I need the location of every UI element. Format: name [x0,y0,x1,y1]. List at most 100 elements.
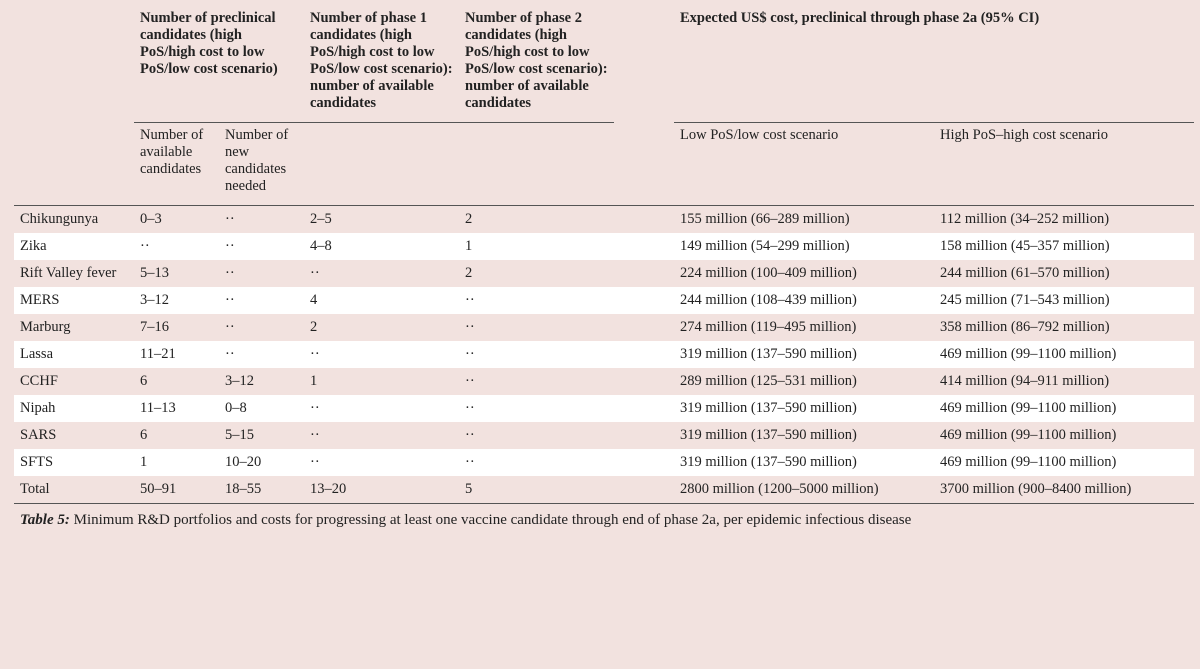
cell-phase1: ·· [304,260,459,287]
cell-new: 18–55 [219,476,304,504]
subheader-available: Number of available candidates [134,123,219,206]
table-container: Number of preclinical candidates (high P… [0,0,1200,543]
header-blank [14,10,134,122]
cell-available: 6 [134,422,219,449]
table-row: SARS65–15····319 million (137–590 millio… [14,422,1194,449]
cell-available: 5–13 [134,260,219,287]
cell-phase2: 2 [459,260,614,287]
cell-phase2: ·· [459,287,614,314]
cell-phase1: 2 [304,314,459,341]
disease-name: Chikungunya [14,206,134,234]
cell-phase1: ·· [304,449,459,476]
table-row: Rift Valley fever5–13····2224 million (1… [14,260,1194,287]
cell-phase2: ·· [459,449,614,476]
table-body: Chikungunya0–3··2–52155 million (66–289 … [14,206,1194,504]
cell-phase2: 2 [459,206,614,234]
cell-new: ·· [219,233,304,260]
cell-available: 50–91 [134,476,219,504]
cell-low-cost: 319 million (137–590 million) [674,449,934,476]
cell-new: ·· [219,314,304,341]
header-phase1: Number of phase 1 candidates (high PoS/h… [304,10,459,122]
cell-available: 11–13 [134,395,219,422]
cell-low-cost: 289 million (125–531 million) [674,368,934,395]
cell-phase1: 4–8 [304,233,459,260]
cell-new: 0–8 [219,395,304,422]
cell-available: 6 [134,368,219,395]
header-gap [614,10,674,122]
subheader-new: Number of new candidates needed [219,123,304,206]
cell-phase1: ·· [304,395,459,422]
cell-gap [614,233,674,260]
table-row: Total50–9118–5513–205 2800 million (1200–… [14,476,1194,504]
cell-low-cost: 2800 million (1200–5000 million) [674,476,934,504]
cell-phase2: ·· [459,395,614,422]
cell-high-cost: 244 million (61–570 million) [934,260,1194,287]
cell-low-cost: 319 million (137–590 million) [674,341,934,368]
table-row: MERS3–12··4··244 million (108–439 millio… [14,287,1194,314]
table-caption: Table 5: Minimum R&D portfolios and cost… [14,504,1186,543]
cell-high-cost: 358 million (86–792 million) [934,314,1194,341]
table-row: Chikungunya0–3··2–52155 million (66–289 … [14,206,1194,234]
cell-available: 7–16 [134,314,219,341]
cell-high-cost: 414 million (94–911 million) [934,368,1194,395]
cell-phase2: 5 [459,476,614,504]
disease-name: Zika [14,233,134,260]
cell-gap [614,422,674,449]
cell-phase1: 13–20 [304,476,459,504]
cell-low-cost: 224 million (100–409 million) [674,260,934,287]
cell-phase2: ·· [459,341,614,368]
cell-high-cost: 245 million (71–543 million) [934,287,1194,314]
cell-available: 11–21 [134,341,219,368]
disease-name: Nipah [14,395,134,422]
cell-available: 3–12 [134,287,219,314]
caption-text: Minimum R&D portfolios and costs for pro… [70,512,911,528]
cell-gap [614,206,674,234]
header-expected-cost: Expected US$ cost, preclinical through p… [674,10,1194,122]
table-row: Marburg7–16··2··274 million (119–495 mil… [14,314,1194,341]
cell-new: 3–12 [219,368,304,395]
header-phase2: Number of phase 2 candidates (high PoS/h… [459,10,614,122]
cell-new: 5–15 [219,422,304,449]
cell-phase1: 1 [304,368,459,395]
disease-name: Rift Valley fever [14,260,134,287]
cell-phase1: 4 [304,287,459,314]
cell-low-cost: 149 million (54–299 million) [674,233,934,260]
cell-high-cost: 469 million (99–1100 million) [934,395,1194,422]
disease-name: Lassa [14,341,134,368]
disease-name: CCHF [14,368,134,395]
cell-gap [614,341,674,368]
cell-new: ·· [219,341,304,368]
header-preclinical: Number of preclinical candidates (high P… [134,10,304,122]
disease-name: Total [14,476,134,504]
subheader-blank [14,123,134,206]
cell-gap [614,476,674,504]
cell-new: ·· [219,260,304,287]
table-row: Lassa11–21······319 million (137–590 mil… [14,341,1194,368]
subheader-low-scenario: Low PoS/low cost scenario [674,123,934,206]
cell-gap [614,395,674,422]
cell-available: 0–3 [134,206,219,234]
cell-low-cost: 274 million (119–495 million) [674,314,934,341]
cell-gap [614,260,674,287]
cell-available: 1 [134,449,219,476]
cell-high-cost: 158 million (45–357 million) [934,233,1194,260]
cell-new: ·· [219,287,304,314]
cell-low-cost: 155 million (66–289 million) [674,206,934,234]
cell-low-cost: 319 million (137–590 million) [674,395,934,422]
table-row: SFTS110–20····319 million (137–590 milli… [14,449,1194,476]
cell-high-cost: 469 million (99–1100 million) [934,341,1194,368]
cell-new: 10–20 [219,449,304,476]
caption-label: Table 5: [20,512,70,528]
cell-high-cost: 3700 million (900–8400 million) [934,476,1194,504]
cell-gap [614,368,674,395]
cell-phase1: ·· [304,341,459,368]
table-row: CCHF63–121··289 million (125–531 million… [14,368,1194,395]
table-row: Zika····4–81149 million (54–299 million)… [14,233,1194,260]
cell-phase1: 2–5 [304,206,459,234]
cell-phase1: ·· [304,422,459,449]
cell-low-cost: 244 million (108–439 million) [674,287,934,314]
cell-low-cost: 319 million (137–590 million) [674,422,934,449]
table-row: Nipah11–130–8····319 million (137–590 mi… [14,395,1194,422]
cell-high-cost: 469 million (99–1100 million) [934,449,1194,476]
cell-phase2: 1 [459,233,614,260]
